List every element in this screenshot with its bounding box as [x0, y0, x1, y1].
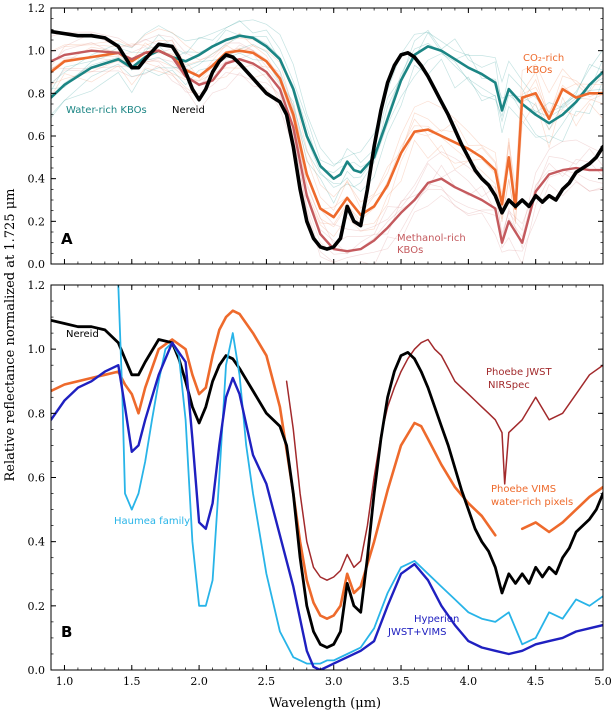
faint-spectrum-line [51, 56, 603, 255]
x-tick-label: 1.5 [123, 675, 141, 688]
x-axis-title: Wavelength (μm) [269, 696, 381, 711]
annotation-label: Phoebe VIMS [491, 484, 556, 495]
x-tick-label: 3.0 [325, 675, 343, 688]
x-tick-label: 3.5 [392, 675, 410, 688]
annotation-label: Nereid [66, 329, 99, 340]
y-tick-label: 0.2 [28, 215, 46, 228]
annotation-label: JWST+VIMS [387, 627, 446, 638]
faint-spectrum-line [51, 19, 603, 165]
plot-area [51, 285, 603, 670]
annotation-label: Water-rich KBOs [66, 105, 147, 116]
panel-letter: B [61, 623, 72, 641]
faint-spectrum-line [51, 42, 603, 255]
y-tick-label: 0.6 [28, 472, 46, 485]
x-tick-label: 5.0 [594, 675, 612, 688]
y-tick-label: 1.2 [28, 279, 46, 292]
faint-spectrum-line [51, 33, 603, 245]
axes-frame [50, 284, 604, 671]
y-tick-label: 0.8 [28, 87, 46, 100]
y-tick-label: 0.6 [28, 130, 46, 143]
y-tick-label: 0.0 [28, 258, 46, 271]
series-line-2 [51, 309, 603, 620]
annotation-label: Phoebe JWST [486, 367, 553, 378]
x-tick-label: 1.0 [56, 675, 74, 688]
annotation-label: CO₂-rich [523, 53, 564, 64]
faint-spectrum-line [51, 64, 603, 264]
series-line-4 [51, 29, 603, 251]
y-tick-label: 0.4 [28, 536, 46, 549]
series-line-2 [51, 49, 603, 219]
panel-a: 0.0 0.2 0.4 0.6 0.8 1.0 1.2 Water-rich KBOs Nere… [28, 2, 604, 271]
y-tick-label: 0.2 [28, 600, 46, 613]
series-line-3 [51, 49, 603, 253]
x-tick-label: 4.5 [527, 675, 545, 688]
annotation-label: KBOs [526, 65, 552, 76]
x-tick-label: 2.0 [190, 675, 208, 688]
annotation-label: NIRSpec [488, 380, 530, 391]
y-axis-title: Relative reflectance normalized at 1.725… [3, 189, 18, 482]
annotation-label: Hyperion [414, 614, 459, 625]
annotation-label: water-rich pixels [491, 497, 573, 508]
y-tick-label: 1.0 [28, 45, 46, 58]
plot-area [51, 19, 603, 264]
y-tick-label: 0.8 [28, 407, 46, 420]
panel-b: 1.0 1.5 2.0 2.5 3.0 3.5 4.0 4.5 5.0 0.0 0.2 0.4 0.6 0… [28, 279, 612, 688]
series-line-5 [51, 341, 603, 670]
y-tick-label: 0.0 [28, 664, 46, 677]
x-tick-label: 4.0 [460, 675, 478, 688]
faint-spectrum-line [51, 28, 603, 203]
annotation-label: KBOs [397, 245, 423, 256]
annotation-label: Nereid [172, 105, 205, 116]
panel-letter: A [61, 230, 73, 248]
series-line-4 [117, 285, 603, 665]
faint-spectrum-line [51, 31, 603, 234]
faint-spectrum-line [51, 36, 603, 188]
y-tick-label: 1.0 [28, 343, 46, 356]
faint-spectrum-line [51, 57, 603, 264]
y-tick-label: 0.4 [28, 173, 46, 186]
annotation-label: Methanol-rich [397, 233, 466, 244]
faint-spectrum-line [51, 52, 603, 204]
annotation-label: Haumea family [114, 516, 190, 527]
series-line-1 [285, 338, 603, 581]
x-tick-label: 2.5 [258, 675, 276, 688]
y-tick-label: 1.2 [28, 2, 46, 15]
